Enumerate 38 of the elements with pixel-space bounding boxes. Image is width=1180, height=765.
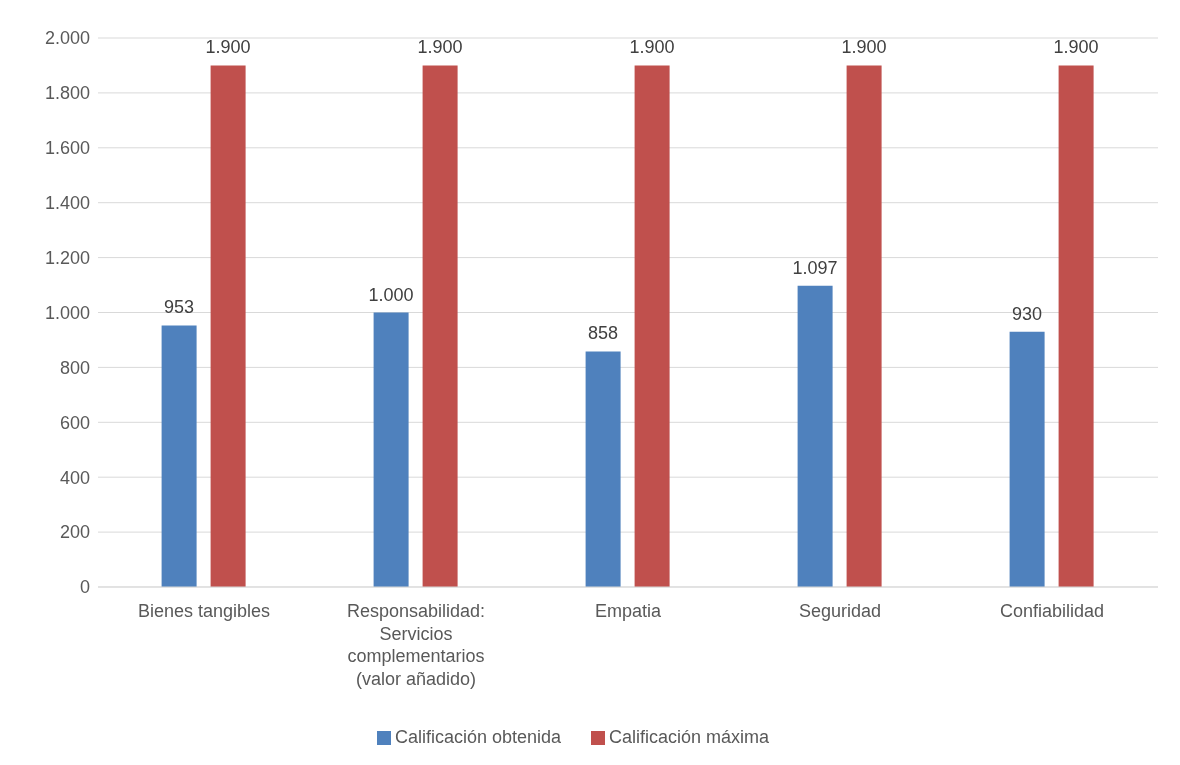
data-label: 1.900	[841, 37, 887, 58]
y-tick-label: 1.400	[44, 193, 90, 214]
data-label: 1.900	[417, 37, 463, 58]
bar	[373, 312, 409, 587]
y-tick-label: 600	[59, 412, 90, 433]
data-label: 930	[1012, 303, 1043, 324]
x-tick-label: Empatia	[594, 601, 662, 622]
data-label: 1.900	[1053, 37, 1099, 58]
y-tick-label: 1.200	[44, 247, 90, 268]
data-label: 953	[164, 297, 195, 318]
bar	[585, 351, 621, 587]
x-tick-label: Responsabilidad: Servicios complementarios (valor añadido)	[346, 601, 486, 689]
data-label: 1.900	[205, 37, 251, 58]
bar	[846, 65, 882, 587]
bar	[634, 65, 670, 587]
y-tick-label: 1.800	[44, 83, 90, 104]
bar	[797, 285, 833, 587]
x-tick-label: Bienes tangibles	[137, 601, 271, 622]
y-tick-label: 200	[59, 522, 90, 543]
bar	[1009, 331, 1045, 587]
bar	[422, 65, 458, 587]
y-tick-label: 1.600	[44, 138, 90, 159]
data-label: 1.000	[368, 284, 414, 305]
legend-label: Calificación obtenida	[394, 727, 562, 747]
y-tick-label: 400	[59, 467, 90, 488]
x-tick-label: Confiabilidad	[999, 601, 1105, 622]
bar	[1058, 65, 1094, 587]
y-tick-label: 0	[79, 577, 90, 598]
y-tick-label: 800	[59, 357, 90, 378]
bar	[161, 325, 197, 587]
y-tick-label: 1.000	[44, 302, 90, 323]
data-label: 1.097	[792, 257, 838, 278]
data-label: 858	[588, 323, 619, 344]
bar	[210, 65, 246, 587]
legend-label: Calificación máxima	[609, 727, 770, 747]
y-tick-label: 2.000	[44, 28, 90, 49]
x-tick-label: Seguridad	[798, 601, 882, 622]
data-label: 1.900	[629, 37, 675, 58]
